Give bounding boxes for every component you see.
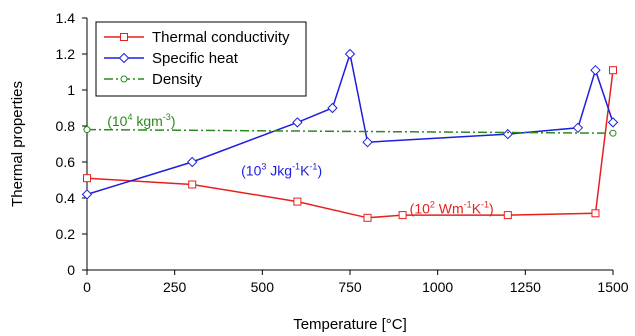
y-tick-label: 0.4: [56, 190, 76, 206]
y-tick-label: 1.4: [56, 10, 76, 26]
legend-marker-thermal-conductivity: [120, 33, 128, 41]
x-tick-label: 750: [338, 279, 362, 295]
series-specific-heat: [81, 48, 619, 200]
legend-marker-density: [120, 75, 128, 83]
data-point-thermal-conductivity: [363, 213, 372, 222]
unit-text: Jkg: [266, 163, 292, 179]
legend: Thermal conductivity Specific heat Density: [95, 21, 307, 97]
y-axis-title: Thermal properties: [9, 81, 26, 207]
data-point-specific-heat: [327, 102, 338, 114]
legend-box: [95, 21, 307, 97]
unit-exponent: 2: [430, 199, 435, 209]
data-point-thermal-conductivity: [591, 209, 600, 218]
series-line-thermal-conductivity: [86, 70, 614, 219]
unit-text: ): [317, 163, 322, 179]
unit-text: (10: [241, 163, 261, 179]
data-point-thermal-conductivity: [293, 197, 302, 206]
x-tick-label: 1250: [510, 279, 541, 295]
y-tick-label: 0.2: [56, 226, 76, 242]
data-point-thermal-conductivity: [188, 180, 197, 189]
series-density: [83, 126, 617, 137]
series-thermal-conductivity: [83, 66, 617, 222]
y-tick-label: 0.8: [56, 118, 76, 134]
x-tick-label: 0: [83, 279, 91, 295]
unit-label-thermal-conductivity: (102 Wm-1K-1): [410, 199, 494, 216]
axes: 0 250 500 750 1000 1250 1500 0 0.2 0.4 0.6 0.8 1 1.2 1…: [56, 10, 629, 295]
data-point-thermal-conductivity: [398, 211, 407, 220]
unit-text: ): [489, 200, 494, 216]
unit-text: K: [300, 163, 310, 179]
x-tick-label: 250: [163, 279, 187, 295]
legend-label-density: Density: [152, 71, 203, 88]
data-point-specific-heat: [572, 122, 584, 134]
x-tick-label: 1000: [422, 279, 453, 295]
x-tick-label: 1500: [597, 279, 628, 295]
annotation-layer: (104 kgm-3)(103 Jkg-1K-1)(102 Wm-1K-1): [107, 112, 494, 216]
legend-marker-specific-heat: [118, 52, 130, 64]
unit-exponent: -3: [163, 112, 171, 122]
unit-text: K: [472, 200, 482, 216]
data-point-specific-heat: [81, 189, 93, 200]
legend-label-thermal-conductivity: Thermal conductivity: [152, 29, 290, 46]
data-point-specific-heat: [502, 128, 514, 140]
data-point-specific-heat: [344, 48, 356, 60]
unit-exponent: -1: [481, 199, 489, 209]
unit-text: (10: [107, 113, 127, 129]
data-point-density: [83, 126, 91, 134]
data-point-density: [609, 129, 617, 137]
data-point-specific-heat: [186, 156, 198, 168]
unit-exponent: 3: [261, 162, 266, 172]
series-line-specific-heat: [86, 51, 614, 196]
unit-text: kgm: [132, 113, 162, 129]
unit-label-specific-heat: (103 Jkg-1K-1): [241, 162, 322, 179]
data-point-specific-heat: [362, 136, 373, 148]
unit-text: (10: [410, 200, 430, 216]
unit-text: ): [171, 113, 176, 129]
unit-exponent: -1: [464, 199, 472, 209]
data-point-specific-heat: [292, 117, 303, 128]
unit-label-density: (104 kgm-3): [107, 112, 175, 129]
series-layer: [81, 48, 619, 222]
unit-text: Wm: [435, 200, 464, 216]
unit-exponent: -1: [309, 162, 317, 172]
unit-exponent: -1: [292, 162, 300, 172]
y-tick-label: 1.2: [56, 46, 76, 62]
series-line-density: [86, 128, 614, 134]
data-point-specific-heat: [607, 117, 619, 128]
data-point-thermal-conductivity: [83, 174, 91, 183]
y-tick-label: 0.6: [56, 154, 76, 170]
x-tick-label: 500: [251, 279, 275, 295]
data-point-thermal-conductivity: [503, 211, 512, 220]
y-tick-label: 1: [67, 82, 75, 98]
x-axis-title: Temperature [°C]: [293, 316, 407, 333]
y-tick-label: 0: [67, 262, 75, 278]
unit-exponent: 4: [127, 112, 132, 122]
data-point-thermal-conductivity: [609, 66, 617, 75]
data-point-specific-heat: [590, 64, 601, 76]
legend-label-specific-heat: Specific heat: [152, 50, 239, 67]
